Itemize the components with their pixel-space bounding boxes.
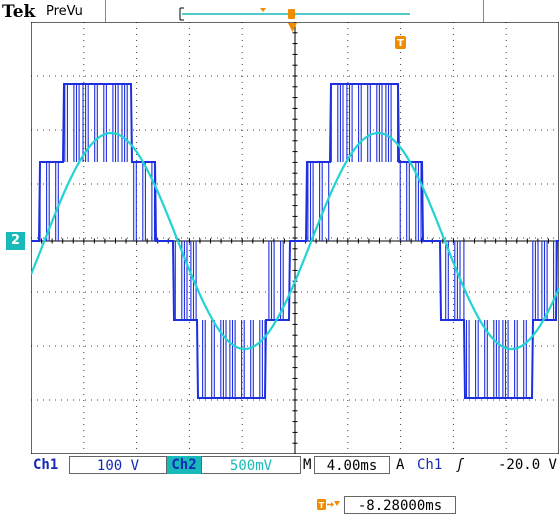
svg-text:T: T [397,38,404,49]
header-divider-right [483,0,484,22]
tek-logo: Tek [2,2,36,22]
graticule [31,22,559,454]
trigger-icon[interactable]: T [395,36,406,49]
ch1-scale[interactable]: 100 V [69,456,167,474]
trigger-level[interactable]: -20.0 V [497,457,557,473]
ch2-waveform [31,131,559,351]
trigger-to-position-icon: T [317,499,340,510]
ch1-waveform [31,83,559,399]
acquisition-status: PreVu [46,4,83,19]
timebase-value[interactable]: 4.00ms [314,456,390,474]
timebase-label: M [303,457,312,473]
ch2-ground-marker[interactable]: 2 [6,232,25,250]
scope-header: Tek PreVu [0,0,560,22]
trigger-position-marker[interactable] [288,23,297,32]
trigger-mode: A [396,457,405,473]
svg-text:T: T [319,501,325,510]
header-divider [105,0,106,22]
trigger-source[interactable]: Ch1 [417,457,443,473]
trigger-slope-icon: ʃ [456,457,465,473]
ch2-label[interactable]: Ch2 [167,456,201,474]
channel-status-bar: Ch1 100 V Ch2 500mV M 4.00ms A Ch1 ʃ -20… [31,456,559,476]
horizontal-position-value[interactable]: -8.28000ms [344,496,456,514]
record-view-bar[interactable] [178,7,414,21]
waveform-display[interactable]: T [31,22,559,454]
ch1-label[interactable]: Ch1 [33,457,59,473]
ch2-scale[interactable]: 500mV [201,456,301,474]
